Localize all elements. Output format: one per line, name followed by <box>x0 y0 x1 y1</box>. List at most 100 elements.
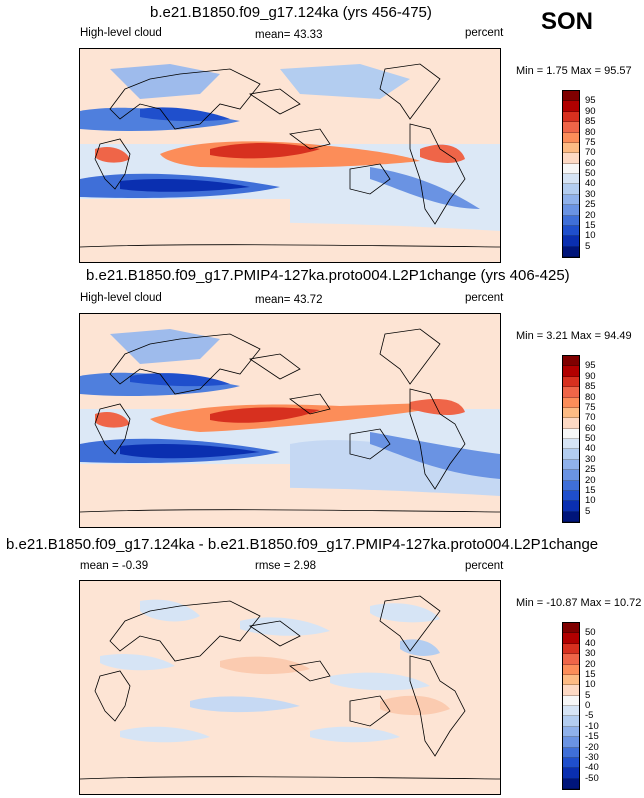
colorbar-tick-label: 20 <box>585 474 596 486</box>
colorbar-swatch <box>563 101 579 112</box>
panel1-mean-label: mean= <box>255 29 291 41</box>
colorbar-swatch <box>563 674 579 686</box>
colorbar-tick-label: 50 <box>585 627 596 639</box>
colorbar-swatch <box>563 215 579 226</box>
colorbar-tick-label: 40 <box>585 637 596 649</box>
colorbar-swatch <box>563 366 579 377</box>
colorbar-swatch <box>563 428 579 439</box>
colorbar-swatch <box>563 778 579 789</box>
colorbar-tick-label: 10 <box>585 495 596 507</box>
colorbar-tick-label: 80 <box>585 126 596 138</box>
colorbar-tick-label: 95 <box>585 95 596 107</box>
panel2-min-label: Min = <box>516 330 544 342</box>
panel2-mean-value: 43.72 <box>293 294 323 306</box>
colorbar-swatch <box>563 480 579 491</box>
colorbar-swatch <box>563 205 579 216</box>
colorbar-swatch <box>563 716 579 727</box>
colorbar-swatch <box>563 737 579 748</box>
panel2-colorbar <box>562 355 580 523</box>
colorbar-swatch <box>563 418 579 429</box>
panel1-colorbar <box>562 90 580 258</box>
colorbar-swatch <box>563 695 579 706</box>
colorbar-tick-label: -5 <box>585 710 594 722</box>
colorbar-tick-label: 85 <box>585 381 596 393</box>
colorbar-tick-label: 30 <box>585 188 596 200</box>
colorbar-swatch <box>563 91 579 102</box>
colorbar-tick-label: -10 <box>585 720 599 732</box>
colorbar-tick-label: 15 <box>585 219 596 231</box>
colorbar-swatch <box>563 747 579 758</box>
colorbar-tick-label: 10 <box>585 230 596 242</box>
colorbar-swatch <box>563 643 579 655</box>
colorbar-swatch <box>563 376 579 388</box>
colorbar-tick-label: 95 <box>585 360 596 372</box>
panel3-min-label: Min = <box>516 597 544 609</box>
panel1-min-label: Min = <box>516 65 544 77</box>
colorbar-tick-label: 40 <box>585 178 596 190</box>
panel3-colorbar <box>562 622 580 790</box>
panel1-mean-value: 43.33 <box>293 29 323 41</box>
colorbar-swatch <box>563 153 579 164</box>
colorbar-swatch <box>563 490 579 502</box>
colorbar-tick-label: 80 <box>585 391 596 403</box>
colorbar-tick-label: 15 <box>585 668 596 680</box>
colorbar-swatch <box>563 236 579 247</box>
colorbar-swatch <box>563 225 579 237</box>
panel2-units: percent <box>465 292 504 304</box>
colorbar-tick-label: 85 <box>585 116 596 128</box>
colorbar-swatch <box>563 407 579 419</box>
colorbar-tick-label: 40 <box>585 443 596 455</box>
panel2-map <box>79 313 501 528</box>
colorbar-tick-label: 50 <box>585 433 596 444</box>
colorbar-tick-label: 30 <box>585 648 596 660</box>
colorbar-swatch <box>563 174 579 185</box>
panel1-mean: mean= 43.33 <box>255 29 322 41</box>
colorbar-swatch <box>563 726 579 738</box>
panel3-mean-label: mean = <box>80 560 119 572</box>
panel1-units: percent <box>465 27 504 39</box>
panel3-minmax: Min = -10.87 Max = 10.72 <box>516 597 641 609</box>
colorbar-swatch <box>563 246 579 257</box>
colorbar-swatch <box>563 501 579 512</box>
colorbar-swatch <box>563 685 579 696</box>
colorbar-tick-label: 70 <box>585 147 596 159</box>
colorbar-tick-label: 90 <box>585 370 596 382</box>
colorbar-swatch <box>563 163 579 174</box>
panel2-min-value: 3.21 <box>546 330 568 342</box>
panel2-title: b.e21.B1850.f09_g17.PMIP4-127ka.proto004… <box>86 267 570 284</box>
colorbar-tick-label: 10 <box>585 679 596 691</box>
colorbar-tick-label: 20 <box>585 209 596 221</box>
panel3-max-value: 10.72 <box>613 597 642 609</box>
panel3-rmse-value: 2.98 <box>293 560 317 572</box>
colorbar-tick-label: -15 <box>585 731 599 743</box>
colorbar-swatch <box>563 459 579 471</box>
season-label: SON <box>541 8 594 35</box>
colorbar-tick-label: 50 <box>585 168 596 179</box>
colorbar-tick-label: 60 <box>585 157 596 169</box>
panel3-units: percent <box>465 560 504 572</box>
colorbar-swatch <box>563 194 579 206</box>
colorbar-swatch <box>563 664 579 675</box>
colorbar-tick-label: -40 <box>585 762 599 774</box>
panel2-minmax: Min = 3.21 Max = 94.49 <box>516 330 632 342</box>
colorbar-tick-label: 5 <box>585 240 591 252</box>
panel1-max-label: Max = <box>570 65 602 77</box>
panel1-title: b.e21.B1850.f09_g17.124ka (yrs 456-475) <box>150 4 432 21</box>
colorbar-swatch <box>563 470 579 481</box>
panel2-mean: mean= 43.72 <box>255 294 322 306</box>
colorbar-swatch <box>563 122 579 133</box>
colorbar-swatch <box>563 654 579 665</box>
panel2-mean-label: mean= <box>255 294 291 306</box>
colorbar-swatch <box>563 757 579 769</box>
colorbar-tick-label: 75 <box>585 401 596 413</box>
colorbar-swatch <box>563 111 579 123</box>
panel3-rmse: rmse = 2.98 <box>255 560 316 572</box>
colorbar-tick-label: 25 <box>585 464 596 476</box>
colorbar-swatch <box>563 439 579 450</box>
colorbar-swatch <box>563 132 579 143</box>
panel2-max-value: 94.49 <box>604 330 632 342</box>
panel3-min-value: -10.87 <box>546 597 578 609</box>
colorbar-tick-label: 25 <box>585 199 596 211</box>
colorbar-tick-label: 75 <box>585 136 596 148</box>
panel1-minmax: Min = 1.75 Max = 95.57 <box>516 65 632 77</box>
